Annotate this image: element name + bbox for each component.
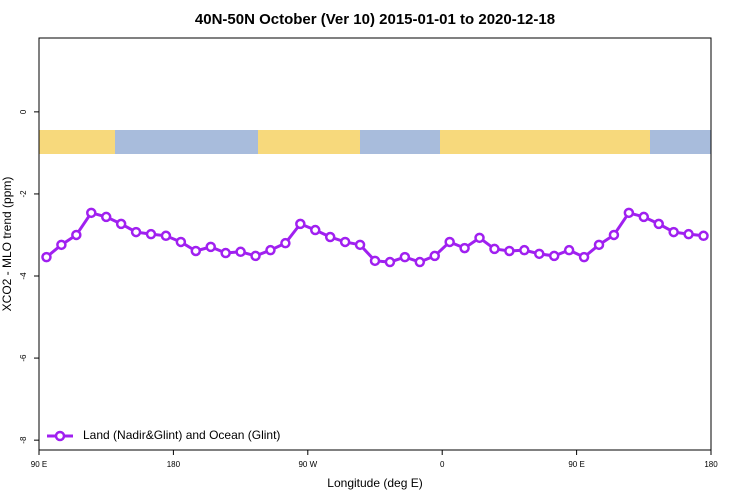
data-point [668,226,679,238]
data-point [548,250,560,262]
data-point [310,224,321,236]
data-point [324,231,336,243]
data-point [86,207,97,219]
legend-marker [54,430,66,442]
x-tick-label: 180 [704,460,718,469]
chart-title: 40N-50N October (Ver 10) 2015-01-01 to 2… [195,11,555,28]
data-point [41,251,52,263]
data-point [638,211,650,223]
legend-label: Land (Nadir&Glint) and Ocean (Glint) [83,428,280,442]
y-tick-label: -8 [19,436,28,444]
data-point [190,245,202,257]
data-point [295,218,306,230]
data-point [489,243,500,255]
data-point [235,246,246,258]
series-line [45,211,704,264]
x-tick-label: 180 [167,460,181,469]
data-point [593,239,605,251]
data-point [578,251,590,263]
data-point [175,236,187,248]
data-point [220,247,231,259]
data-point [698,230,709,242]
x-tick-label: 90 E [31,460,47,469]
data-point [71,229,82,241]
data-point [280,237,291,249]
data-point [384,256,396,268]
data-point [265,244,276,256]
y-tick-label: -2 [19,190,28,198]
data-point [429,250,440,262]
data-point [563,244,575,256]
data-point [205,241,216,253]
data-point [399,251,411,263]
y-tick-label: -4 [19,272,28,280]
data-point [339,236,351,248]
data-point [160,230,172,242]
data-point [414,256,426,268]
data-point [608,229,620,241]
data-point [534,248,545,260]
data-point [56,239,67,251]
data-point [459,242,470,254]
data-point [369,255,381,267]
x-tick-label: 0 [440,460,445,469]
data-point [354,239,366,251]
map-strip [39,130,711,154]
data-point [250,250,261,262]
x-axis-label: Longitude (deg E) [327,476,422,490]
x-tick-label: 90 E [568,460,584,469]
data-point [145,228,157,240]
x-tick-label: 90 W [298,460,317,469]
data-point [519,244,530,256]
data-point [444,236,455,248]
y-tick-label: -6 [19,354,28,362]
data-point [474,232,485,244]
data-point [115,218,127,230]
y-axis-label: XCO2 - MLO trend (ppm) [0,177,14,312]
y-tick-label: 0 [19,109,28,114]
data-point [130,226,142,238]
data-point [504,245,515,257]
plot-frame [38,37,712,451]
data-point [683,228,694,240]
data-point [623,207,635,219]
data-point [653,218,664,230]
data-point [100,211,112,223]
